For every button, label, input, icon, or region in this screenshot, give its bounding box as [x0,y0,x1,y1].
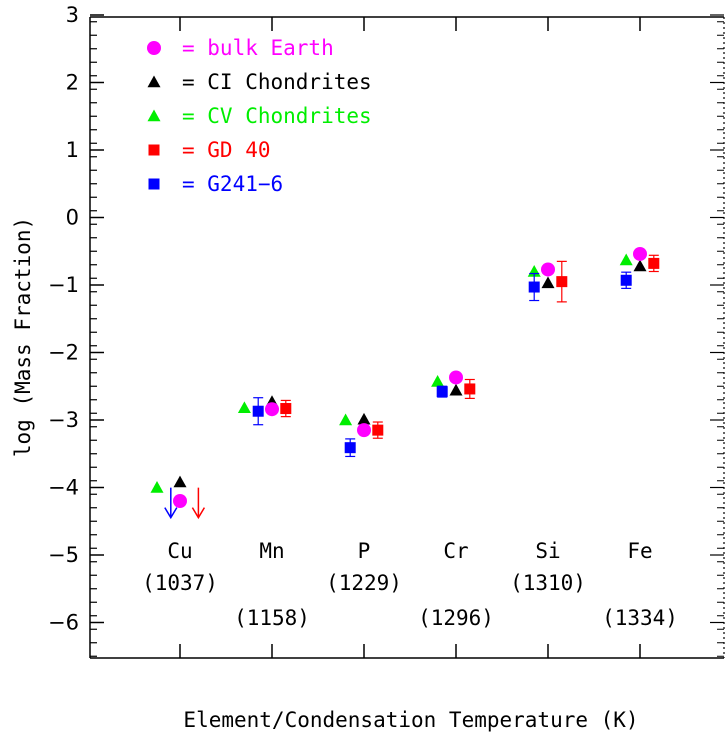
data-point [339,413,353,426]
data-point [344,442,356,454]
condensation-temperature-label: (1310) [510,571,586,595]
legend-marker [148,144,160,156]
data-point [173,475,187,488]
condensation-temperature-label: (1296) [418,606,494,630]
y-tick-label: −3 [48,408,79,432]
data-point [541,276,555,289]
legend-marker [147,41,161,55]
legend-label: = CV Chondrites [182,104,372,128]
data-point [633,259,647,272]
y-tick-label: 0 [66,206,79,230]
legend-marker [147,109,161,122]
y-tick-label: −2 [48,341,79,365]
data-point [449,370,463,385]
condensation-temperature-label: (1037) [142,571,218,595]
legend-label: = G241−6 [182,172,283,196]
legend-label: = bulk Earth [182,36,334,60]
data-point [252,405,264,417]
condensation-temperature-label: (1229) [326,571,402,595]
y-tick-label: 3 [66,3,79,27]
data-point [556,276,568,288]
element-labels: Cu (1037) Mn (1158) P (1229) Cr (1296) Si (1310) F… [142,539,678,630]
y-tick-label: −4 [48,476,79,500]
upper-limit-arrowhead [164,507,178,520]
legend-marker [148,178,160,190]
data-point [150,481,164,493]
legend-label: = GD 40 [182,138,271,162]
data-point [541,262,555,277]
legend-label: = CI Chondrites [182,70,372,94]
y-axis-title: log (Mass Fraction) [11,217,35,457]
element-label: P [358,539,371,563]
condensation-temperature-label: (1158) [234,606,310,630]
data-point [372,424,384,436]
data-point [619,253,633,266]
y-ticks: 3 2 1 0 −1 −2 −3 −4 −5 −6 [48,3,724,657]
data-point [648,257,660,269]
data-point [449,383,463,396]
data-point [237,401,251,414]
y-tick-label: −1 [48,273,79,297]
data-point [265,402,279,417]
data-point [357,423,371,438]
legend-marker [147,75,161,88]
element-label: Fe [627,539,652,563]
y-tick-label: 1 [66,138,79,162]
data-point [464,383,476,395]
data-marks [150,246,660,520]
data-point [357,412,371,425]
axes [89,16,725,659]
data-point [173,494,187,508]
y-tick-label: −6 [48,611,79,635]
data-point [620,274,632,286]
element-label: Si [535,539,560,563]
y-tick-label: −5 [48,543,79,567]
data-point [633,246,647,261]
element-label: Mn [259,539,284,563]
x-ticks [179,17,641,658]
data-point [436,386,448,398]
data-point [280,403,292,415]
element-label: Cr [443,539,468,563]
data-point [528,281,540,293]
y-tick-label: 2 [66,71,79,95]
x-axis-title: Element/Condensation Temperature (K) [183,708,638,732]
legend: = bulk Earth = CI Chondrites = CV Chondrit… [147,36,372,196]
data-point [431,375,445,387]
upper-limit-arrowhead [191,507,206,520]
condensation-temperature-label: (1334) [602,606,678,630]
element-label: Cu [167,539,192,563]
